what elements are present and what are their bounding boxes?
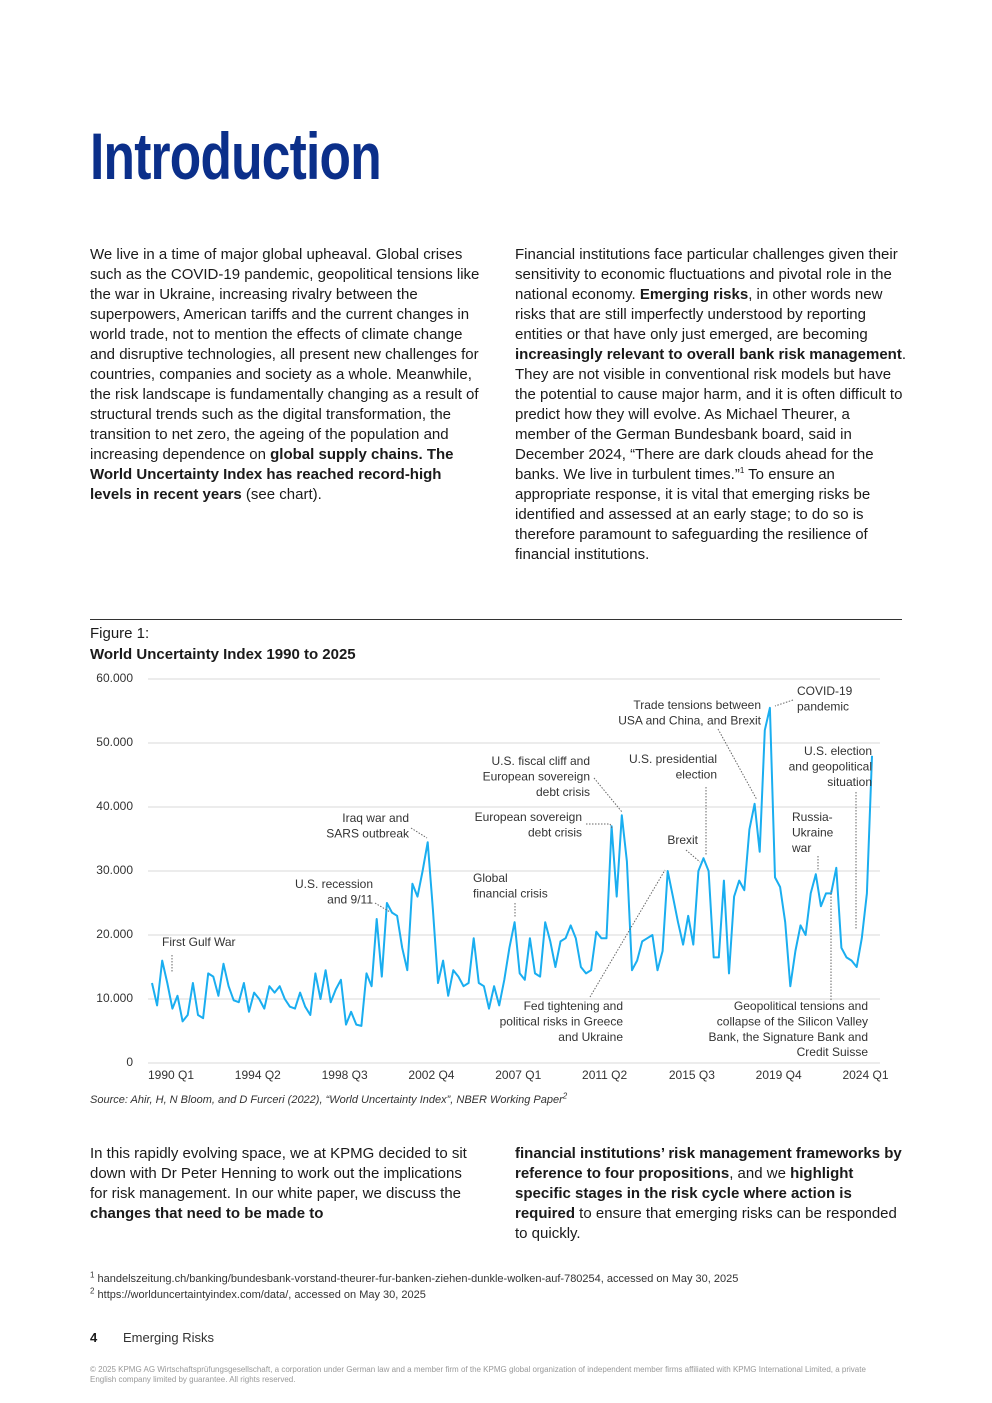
- x-tick-label: 2007 Q1: [495, 1068, 541, 1082]
- annotation: debt crisis: [536, 785, 590, 799]
- annotation: COVID-19: [797, 684, 853, 698]
- annotation: pandemic: [797, 699, 849, 713]
- annotation: situation: [827, 775, 872, 789]
- y-tick-label: 20.000: [96, 927, 133, 941]
- annotation: European sovereign: [483, 769, 590, 783]
- x-tick-label: 2002 Q4: [408, 1068, 454, 1082]
- x-tick-label: 1994 Q2: [235, 1068, 281, 1082]
- page-title: Introduction: [90, 119, 382, 193]
- footnote: 1 handelszeitung.ch/banking/bundesbank-v…: [90, 1270, 739, 1285]
- annotation: Bank, the Signature Bank and: [709, 1030, 868, 1044]
- footnote-ref: 1: [739, 466, 745, 475]
- annotation: and 9/11: [327, 892, 373, 906]
- source: Source: Ahir, H, N Bloom, and D Furceri …: [90, 1091, 568, 1106]
- annotation: war: [791, 841, 811, 855]
- leader-line: [410, 827, 428, 839]
- annotation: and Ukraine: [558, 1030, 623, 1044]
- chart: 0 10.000 20.000 30.000 40.000 50.000 60.000 199…: [96, 671, 889, 1082]
- annotation: collapse of the Silicon Valley: [717, 1014, 868, 1028]
- annotation: Credit Suisse: [797, 1045, 869, 1059]
- y-tick-label: 40.000: [96, 799, 133, 813]
- footnote: 2 https://worlduncertaintyindex.com/data…: [90, 1286, 426, 1301]
- annotation: Brexit: [667, 833, 698, 847]
- annotation: U.S. election: [804, 744, 872, 758]
- annotation: election: [676, 767, 717, 781]
- text: In this rapidly evolving space, we at KP…: [90, 1145, 467, 1202]
- annotation: USA and China, and Brexit: [618, 713, 761, 727]
- y-tick-label: 30.000: [96, 863, 133, 877]
- text-bold: global supply chains. The World Uncertai…: [90, 446, 454, 503]
- x-tick-label: 2024 Q1: [842, 1068, 888, 1082]
- annotation: Russia-: [792, 810, 833, 824]
- section-name: Emerging Risks: [123, 1330, 215, 1345]
- y-tick-label: 0: [126, 1055, 133, 1069]
- text-bold: highlight specific stages in the risk cy…: [515, 1165, 854, 1222]
- annotation: Global: [473, 871, 508, 885]
- leader-line: [717, 728, 758, 801]
- annotation: Geopolitical tensions and: [734, 999, 868, 1013]
- x-tick-label: 2011 Q2: [582, 1068, 627, 1082]
- chart-title: World Uncertainty Index 1990 to 2025: [90, 646, 356, 663]
- text: to ensure that emerging risks can be res…: [515, 1205, 897, 1242]
- y-tick-label: 10.000: [96, 991, 133, 1005]
- source-text: Source: Ahir, H, N Bloom, and D Furceri …: [90, 1094, 563, 1106]
- leader-line: [586, 823, 613, 829]
- text: To ensure an appropriate response, it is…: [515, 466, 871, 563]
- footnote-mark: 1: [90, 1270, 95, 1280]
- copyright: © 2025 KPMG AG Wirtschaftsprüfungsgesell…: [90, 1365, 866, 1384]
- page-number: 4: [90, 1330, 98, 1345]
- text: , and we: [729, 1165, 791, 1182]
- annotation: financial crisis: [473, 886, 548, 900]
- y-tick-label: 60.000: [96, 671, 133, 685]
- text-bold: financial institutions’ risk management …: [515, 1145, 902, 1182]
- leader-line: [774, 699, 794, 707]
- annotation: First Gulf War: [162, 935, 236, 949]
- x-tick-label: 1998 Q3: [322, 1068, 368, 1082]
- text-bold: Emerging risks: [639, 286, 749, 303]
- text-bold: increasingly relevant to overall bank ri…: [515, 346, 902, 363]
- annotation: political risks in Greece: [500, 1014, 624, 1028]
- annotation: Ukraine: [792, 825, 834, 839]
- annotation: and geopolitical: [789, 759, 872, 773]
- text: We live in a time of major global upheav…: [90, 246, 480, 463]
- x-tick-label: 2015 Q3: [669, 1068, 715, 1082]
- leader-line: [589, 869, 666, 998]
- annotation: Fed tightening and: [524, 999, 623, 1013]
- intro-left: We live in a time of major global upheav…: [90, 245, 482, 505]
- annotation: U.S. fiscal cliff and: [492, 754, 590, 768]
- leader-line: [685, 849, 701, 863]
- intro-right: Financial institutions face particular c…: [515, 245, 907, 565]
- annotation: Trade tensions between: [633, 698, 761, 712]
- annotation: Iraq war and: [342, 811, 409, 825]
- figure-label: Figure 1:: [90, 625, 150, 642]
- closing-right: financial institutions’ risk management …: [515, 1144, 907, 1244]
- annotation: European sovereign: [475, 810, 582, 824]
- data-line: [151, 706, 873, 1027]
- y-tick-label: 50.000: [96, 735, 133, 749]
- divider: [90, 619, 902, 620]
- annotation: U.S. recession: [295, 877, 373, 891]
- footnote-text: https://worlduncertaintyindex.com/data/,…: [97, 1289, 426, 1301]
- text-bold: changes that need to be made to: [90, 1205, 324, 1222]
- closing-left: In this rapidly evolving space, we at KP…: [90, 1144, 482, 1224]
- footnote-text: handelszeitung.ch/banking/bundesbank-vor…: [97, 1273, 739, 1285]
- x-tick-label: 2019 Q4: [756, 1068, 802, 1082]
- text: (see chart).: [241, 486, 322, 503]
- leader-line: [593, 777, 623, 813]
- text: Financial institutions face particular c…: [515, 246, 898, 303]
- x-tick-label: 1990 Q1: [148, 1068, 194, 1082]
- text: , in other words new risks that are stil…: [515, 286, 883, 343]
- annotation: U.S. presidential: [629, 752, 717, 766]
- footnote-mark: 2: [90, 1286, 95, 1296]
- annotation: debt crisis: [528, 825, 582, 839]
- annotation: SARS outbreak: [326, 826, 410, 840]
- text: . They are not visible in conventional r…: [515, 346, 906, 483]
- footnote-ref: 2: [562, 1091, 568, 1101]
